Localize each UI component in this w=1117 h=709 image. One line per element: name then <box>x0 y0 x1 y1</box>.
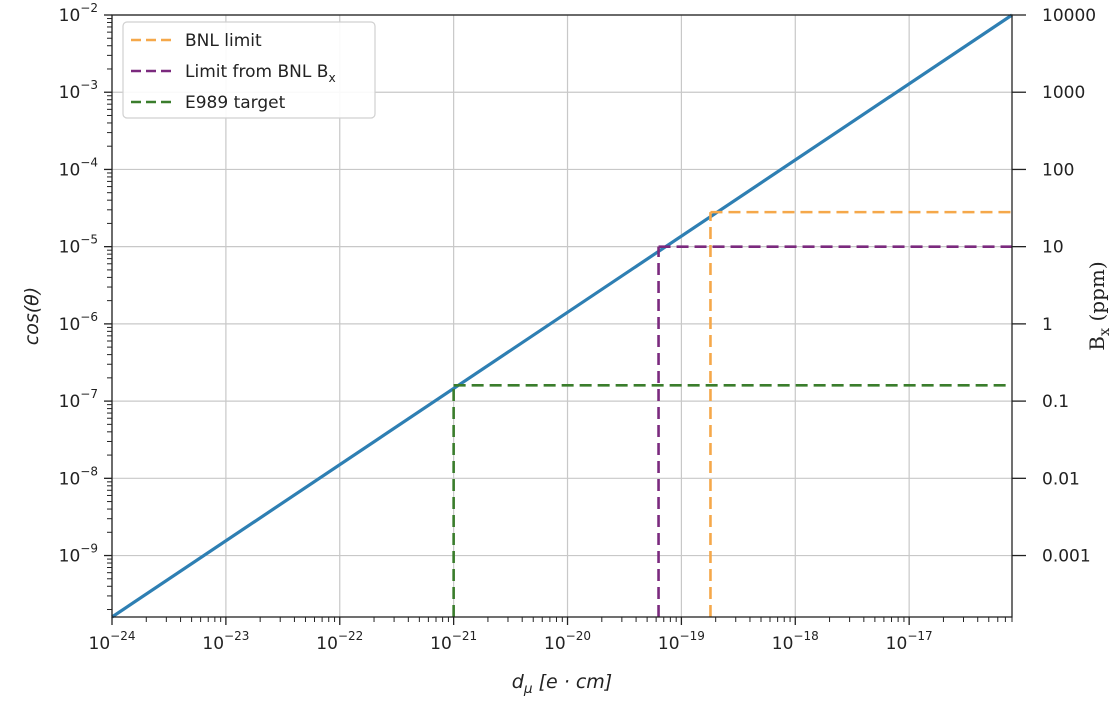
x-tick-label: 10−23 <box>202 629 249 654</box>
series-line-main <box>111 13 1013 619</box>
x-tick-base: 10 <box>316 634 338 654</box>
x-tick-base: 10 <box>544 634 566 654</box>
y2-tick-label: 0.001 <box>1042 547 1091 567</box>
y2-tick-label: 10 <box>1042 238 1064 258</box>
y-tick-base: 10 <box>59 160 81 180</box>
y-axis-label: cos(θ) <box>21 287 43 345</box>
y-tick-label: 10−4 <box>59 155 98 180</box>
y-tick-label: 10−6 <box>59 310 98 335</box>
y-tick-exp: −5 <box>80 233 98 247</box>
y-tick-base: 10 <box>59 547 81 567</box>
y2-tick-label: 0.1 <box>1042 392 1069 412</box>
y-tick-base: 10 <box>59 6 81 26</box>
y-tick-label: 10−3 <box>59 78 98 103</box>
label-part: Limit from BNL B <box>185 62 328 82</box>
y-tick-label: 10−8 <box>59 464 98 489</box>
x-tick-label: 10−19 <box>658 629 705 654</box>
label-rest: (ppm) <box>1085 261 1109 328</box>
x-tick-label: 10−21 <box>430 629 477 654</box>
x-tick-label: 10−24 <box>89 629 136 654</box>
y-tick-label: 10−7 <box>59 387 98 412</box>
y-tick-label: 10−2 <box>59 1 98 26</box>
legend-entry-label: Limit from BNL Bx <box>185 62 336 85</box>
label-sub: x <box>328 71 335 85</box>
x-tick-exp: −21 <box>452 629 477 643</box>
y-tick-base: 10 <box>59 469 81 489</box>
x-tick-exp: −17 <box>907 629 932 643</box>
y2-tick-label: 10000 <box>1042 6 1096 26</box>
legend-entry-label: E989 target <box>185 93 286 113</box>
plot-frame <box>111 14 1013 618</box>
y2-axis-label: Bx (ppm) <box>1085 261 1113 350</box>
label-part: B <box>1085 336 1109 351</box>
y-tick-base: 10 <box>59 238 81 258</box>
y-tick-exp: −4 <box>80 155 98 169</box>
x-tick-label: 10−20 <box>544 629 591 654</box>
x-tick-exp: −23 <box>224 629 249 643</box>
x-tick-base: 10 <box>772 634 794 654</box>
x-tick-base: 10 <box>886 634 908 654</box>
y-tick-label: 10−9 <box>59 542 98 567</box>
y-tick-base: 10 <box>59 392 81 412</box>
y-tick-exp: −2 <box>80 1 98 15</box>
label-rest: [e · cm] <box>533 671 613 693</box>
y-tick-label: 10−5 <box>59 233 98 258</box>
label-sub: x <box>1097 328 1113 336</box>
y2-tick-label: 1000 <box>1042 83 1085 103</box>
legend: BNL limit Limit from BNL Bx E989 target <box>122 21 376 119</box>
x-tick-exp: −19 <box>680 629 705 643</box>
y2-tick-label: 0.01 <box>1042 469 1080 489</box>
y-tick-base: 10 <box>59 83 81 103</box>
y-tick-exp: −8 <box>80 464 98 478</box>
x-tick-label: 10−22 <box>316 629 363 654</box>
y-tick-exp: −6 <box>80 310 98 324</box>
x-tick-exp: −20 <box>566 629 591 643</box>
y-tick-exp: −3 <box>80 78 98 92</box>
legend-box <box>122 21 376 119</box>
y-tick-base: 10 <box>59 315 81 335</box>
series-group <box>111 13 1013 619</box>
tick-labels: 10−24 10−23 10−22 10−21 10−20 10−19 10−18 10−17… <box>59 1 1096 654</box>
x-tick-base: 10 <box>89 634 111 654</box>
x-tick-label: 10−18 <box>772 629 819 654</box>
y-tick-exp: −9 <box>80 542 98 556</box>
y-tick-exp: −7 <box>80 387 98 401</box>
x-tick-exp: −18 <box>793 629 818 643</box>
y2-tick-label: 100 <box>1042 160 1074 180</box>
x-tick-base: 10 <box>202 634 224 654</box>
x-tick-label: 10−17 <box>886 629 933 654</box>
x-tick-base: 10 <box>658 634 680 654</box>
ticks <box>104 14 1026 625</box>
x-tick-exp: −22 <box>338 629 363 643</box>
label-part: d <box>512 671 525 693</box>
legend-entry-label: BNL limit <box>185 31 262 51</box>
label-sub: μ <box>523 681 533 697</box>
x-tick-base: 10 <box>430 634 452 654</box>
x-axis-label: dμ [e · cm] <box>512 671 612 697</box>
x-tick-exp: −24 <box>110 629 135 643</box>
y2-tick-label: 1 <box>1042 315 1053 335</box>
